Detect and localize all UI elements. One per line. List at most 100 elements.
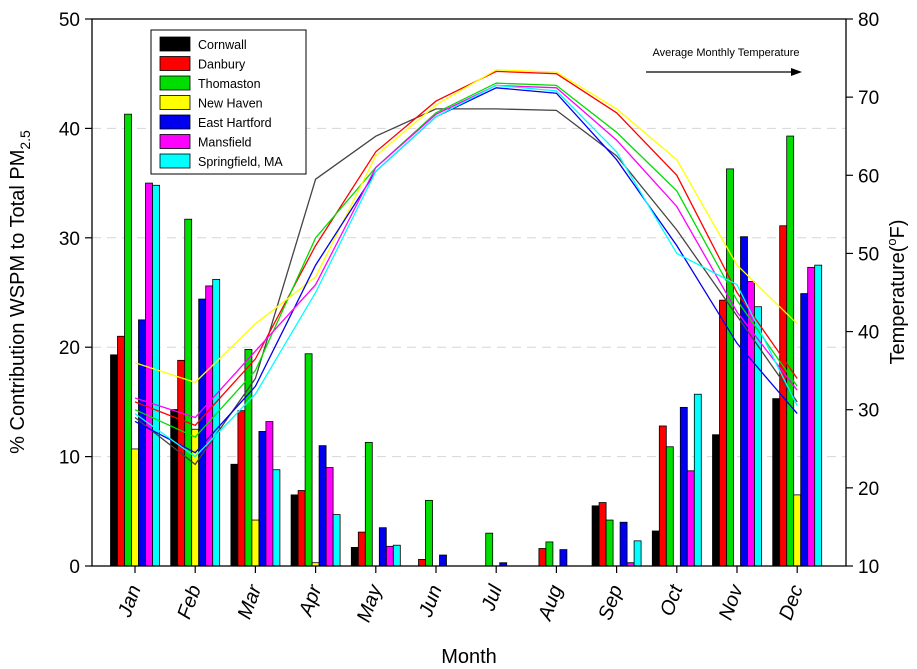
temperature-line-east-hartford [134, 87, 798, 454]
y2-tick-label: 10 [858, 557, 879, 578]
bar-springfield-ma-jan [152, 184, 160, 567]
bar-thomaston-oct [665, 446, 674, 567]
bar-thomaston-jun [425, 499, 433, 567]
bar-mansfield-apr [325, 467, 334, 567]
bar-east-hartford-sep [619, 521, 628, 567]
bar-springfield-ma-sep [633, 540, 642, 567]
x-tick-label-mar: Mar [234, 581, 267, 622]
bar-cornwall-jan [110, 354, 118, 567]
bar-east-hartford-dec [800, 293, 809, 567]
y-axis-label-subscript: 2.5 [17, 130, 33, 150]
bar-thomaston-apr [304, 353, 313, 567]
bar-cornwall-apr [290, 494, 299, 567]
y2-axis-label-main: Temperature( [887, 245, 909, 364]
x-axis-ticks: Jan Feb Mar Apr May Jun Jul Aug Sep Oct Nov Dec [114, 566, 808, 625]
bar-springfield-ma-feb [212, 278, 221, 567]
temperature-line-danbury [134, 70, 798, 427]
bar-series [110, 113, 823, 567]
y-tick-label: 10 [59, 448, 80, 469]
bar-east-hartford-may [378, 527, 387, 567]
temperature-line-thomaston [134, 82, 798, 438]
y2-tick-label: 20 [858, 479, 879, 500]
annotation-text: Average Monthly Temperature [653, 47, 800, 59]
x-tick-label-nov: Nov [715, 581, 748, 623]
legend-label: East Hartford [198, 116, 272, 130]
bar-cornwall-mar [230, 463, 239, 567]
bar-springfield-ma-may [392, 544, 401, 567]
x-tick-label-aug: Aug [534, 582, 567, 624]
legend-swatch [159, 134, 191, 149]
bar-springfield-ma-apr [332, 514, 341, 567]
legend-label: Cornwall [198, 38, 247, 52]
bar-mansfield-mar [265, 421, 274, 567]
bar-danbury-dec [779, 225, 788, 567]
bar-thomaston-jul [485, 532, 494, 567]
bar-east-hartford-oct [679, 406, 688, 567]
bar-thomaston-nov [726, 168, 734, 567]
y-tick-label: 40 [59, 119, 80, 140]
temperature-annotation: Average Monthly Temperature [646, 47, 802, 76]
y-tick-label: 20 [59, 338, 80, 359]
bar-springfield-ma-oct [693, 393, 702, 567]
bar-danbury-feb [177, 359, 186, 567]
y-tick-label: 0 [69, 557, 80, 578]
bar-mansfield-may [385, 545, 394, 567]
legend-swatch [159, 36, 191, 52]
legend-label: Springfield, MA [198, 155, 283, 169]
legend-swatch [159, 56, 191, 71]
bar-danbury-apr [297, 490, 306, 567]
bar-danbury-oct [658, 425, 667, 567]
legend-swatch [159, 75, 191, 91]
bar-east-hartford-aug [559, 549, 568, 567]
bar-danbury-may [357, 531, 366, 567]
bar-mansfield-feb [205, 285, 214, 567]
bar-thomaston-aug [545, 541, 554, 567]
x-tick-label-jun: Jun [415, 582, 447, 621]
y2-axis-label-superscript: o [884, 238, 899, 245]
y-axis-label-main: % Contribution WSPM to Total PM [7, 150, 29, 454]
bar-danbury-jan [117, 335, 125, 567]
bar-east-hartford-apr [318, 445, 327, 567]
bar-danbury-mar [237, 410, 246, 567]
bar-mansfield-dec [807, 266, 816, 567]
bar-cornwall-oct [651, 530, 660, 567]
bar-thomaston-jan [124, 113, 132, 567]
legend-label: New Haven [198, 97, 263, 111]
bar-thomaston-feb [184, 218, 193, 567]
x-tick-label-jul: Jul [477, 582, 507, 615]
bar-cornwall-feb [170, 409, 179, 567]
x-tick-label-sep: Sep [594, 582, 627, 623]
temperature-line-mansfield [134, 84, 798, 419]
y2-tick-label: 80 [858, 10, 879, 31]
legend-label: Mansfield [198, 136, 252, 150]
legend-swatch [159, 153, 191, 169]
y2-axis-ticks: 10 20 30 40 50 60 70 80 [846, 10, 879, 578]
x-tick-label-oct: Oct [656, 581, 688, 619]
x-tick-label-apr: Apr [295, 581, 327, 620]
legend-label: Thomaston [198, 77, 261, 91]
bar-danbury-jun [418, 559, 426, 567]
x-tick-label-may: May [353, 581, 387, 625]
y-tick-label: 30 [59, 229, 80, 250]
y2-axis-label-unit: F) [887, 219, 909, 238]
y2-tick-label: 40 [858, 323, 879, 344]
bar-thomaston-dec [786, 135, 795, 567]
plot-frame [91, 18, 847, 567]
y-axis-ticks: 0 10 20 30 40 50 [59, 10, 92, 578]
temperature-line-new-haven [134, 69, 798, 384]
bar-springfield-ma-mar [272, 469, 281, 567]
bar-mansfield-jan [145, 182, 153, 567]
bar-springfield-ma-dec [814, 264, 823, 567]
temperature-line-cornwall [134, 108, 798, 466]
temperature-lines [134, 69, 798, 466]
annotation-arrowhead [791, 68, 802, 76]
y2-tick-label: 60 [858, 166, 879, 187]
legend-swatch [159, 114, 191, 130]
bar-thomaston-may [364, 441, 373, 567]
legend-label: Danbury [198, 58, 246, 72]
x-axis-label: Month [441, 646, 497, 668]
bar-danbury-aug [538, 548, 547, 567]
bar-east-hartford-nov [740, 236, 748, 567]
bar-danbury-sep [598, 502, 607, 567]
